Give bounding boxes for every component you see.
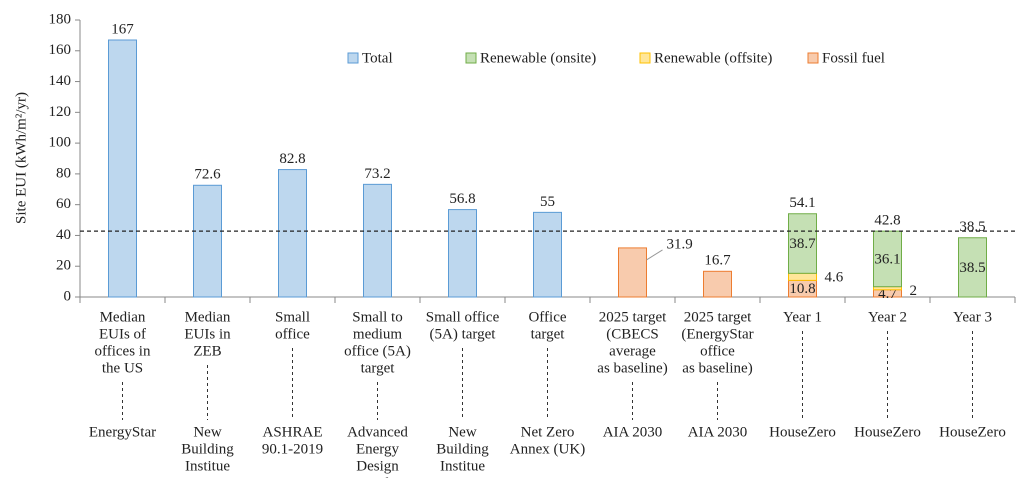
- data-label: 38.7: [789, 236, 816, 252]
- source-label: Institue: [440, 458, 485, 474]
- data-label: 56.8: [449, 191, 475, 207]
- x-tick-label: average: [609, 343, 656, 359]
- bar-segment: [363, 183, 392, 298]
- source-label: Annex (UK): [510, 441, 585, 457]
- x-tick-label: Small office: [426, 309, 500, 325]
- y-tick-label: 160: [49, 42, 72, 58]
- y-tick-label: 80: [56, 165, 71, 181]
- data-label: 4.6: [825, 270, 844, 286]
- legend-swatch: [807, 52, 819, 64]
- bar-segment: [873, 230, 902, 288]
- data-label: 16.7: [704, 253, 731, 269]
- source-label: EnergyStar: [89, 424, 156, 440]
- source-label: Guide: [359, 475, 396, 478]
- source-label: AIA 2030: [688, 424, 748, 440]
- data-label: 55: [540, 194, 555, 210]
- x-tick-label: Office: [528, 309, 566, 325]
- legend-swatch: [639, 52, 651, 64]
- data-label: 10.8: [789, 281, 815, 297]
- y-tick-label: 140: [49, 73, 72, 89]
- bar-segment: [278, 169, 307, 298]
- bar-segment: [108, 39, 137, 298]
- bar-segment: [533, 211, 562, 298]
- x-tick-label: EUIs of: [99, 326, 146, 342]
- x-tick-label: the US: [102, 360, 143, 376]
- data-label: 36.1: [874, 251, 900, 267]
- x-tick-label: Small to: [352, 309, 402, 325]
- x-tick-label: office: [700, 343, 735, 359]
- data-label: 2: [910, 283, 918, 299]
- leader-line: [646, 249, 663, 261]
- y-axis-title: Site EUI (kWh/m²/yr): [13, 92, 29, 224]
- source-label: Net Zero: [521, 424, 575, 440]
- source-label: Energy: [356, 441, 400, 457]
- data-label: 82.8: [279, 151, 305, 167]
- bar-segment: [703, 270, 732, 298]
- legend-label: Total: [362, 50, 393, 66]
- x-tick-label: office: [275, 326, 310, 342]
- bar-segment: [618, 247, 647, 298]
- x-tick-label: as baseline): [682, 360, 752, 376]
- source-label: Design: [356, 458, 399, 474]
- y-tick-label: 0: [64, 288, 72, 304]
- x-tick-label: offices in: [95, 343, 151, 359]
- x-tick-label: Median: [100, 309, 146, 325]
- y-tick-label: 100: [49, 135, 72, 151]
- x-tick-label: 2025 target: [684, 309, 752, 325]
- data-label: 72.6: [194, 167, 221, 183]
- source-label: Advanced: [347, 424, 408, 440]
- x-tick-label: target: [361, 360, 396, 376]
- legend-swatch: [465, 52, 477, 64]
- y-tick-label: 40: [56, 227, 71, 243]
- legend-label: Renewable (offsite): [654, 50, 772, 66]
- source-label: Institue: [185, 458, 230, 474]
- x-tick-label: (CBECS: [606, 326, 659, 342]
- source-label: ASHRAE: [262, 424, 322, 440]
- source-label: AIA 2030: [603, 424, 663, 440]
- x-tick-label: EUIs in: [184, 326, 231, 342]
- legend-label: Fossil fuel: [822, 50, 885, 66]
- y-tick-label: 20: [56, 258, 71, 274]
- bar-segment: [788, 272, 817, 281]
- x-tick-label: ZEB: [193, 343, 221, 359]
- x-tick-label: as baseline): [597, 360, 667, 376]
- source-label: HouseZero: [769, 424, 836, 440]
- x-tick-label: target: [531, 326, 566, 342]
- x-tick-label: Year 2: [868, 309, 907, 325]
- legend-swatch: [347, 52, 359, 64]
- y-tick-label: 180: [49, 11, 72, 27]
- x-tick-label: 2025 target: [599, 309, 667, 325]
- stack-total-label: 54.1: [789, 195, 815, 211]
- source-label: 90.1-2019: [262, 441, 323, 457]
- x-tick-label: office (5A): [344, 343, 411, 359]
- x-tick-label: medium: [353, 326, 402, 342]
- data-label: 73.2: [364, 166, 390, 182]
- x-tick-label: Median: [185, 309, 231, 325]
- x-tick-label: Small: [275, 309, 310, 325]
- data-label: 31.9: [667, 236, 693, 252]
- x-tick-label: Year 3: [953, 309, 992, 325]
- source-label: New: [193, 424, 221, 440]
- bar-segment: [448, 209, 477, 298]
- source-label: New: [448, 424, 476, 440]
- x-tick-label: (EnergyStar: [681, 326, 753, 342]
- stack-total-label: 42.8: [874, 213, 900, 229]
- source-label: Building: [181, 441, 234, 457]
- source-label: HouseZero: [939, 424, 1006, 440]
- x-tick-label: (5A) target: [430, 326, 497, 342]
- bar-segment: [958, 237, 987, 298]
- legend-label: Renewable (onsite): [480, 50, 596, 66]
- stack-total-label: 38.5: [959, 219, 985, 235]
- data-label: 167: [111, 21, 134, 37]
- y-tick-label: 120: [49, 104, 72, 120]
- x-tick-label: Year 1: [783, 309, 822, 325]
- source-label: Building: [436, 441, 489, 457]
- bar-segment: [788, 213, 817, 274]
- source-label: HouseZero: [854, 424, 921, 440]
- data-label: 38.5: [959, 260, 985, 276]
- y-tick-label: 60: [56, 196, 71, 212]
- bar-segment: [193, 184, 222, 298]
